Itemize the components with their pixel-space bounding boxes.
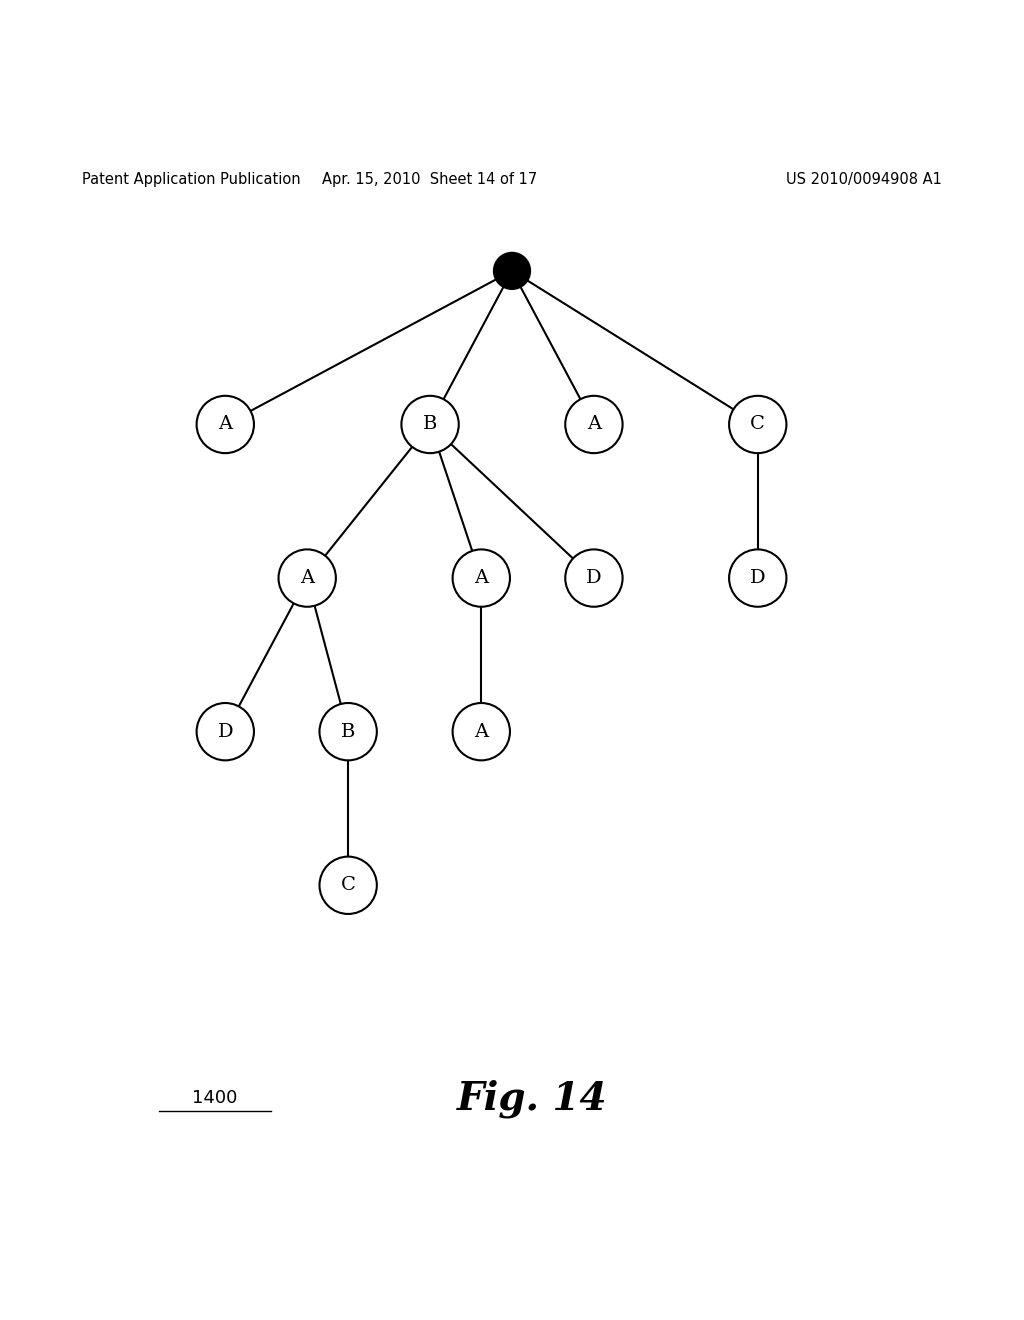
Circle shape (319, 857, 377, 913)
Circle shape (729, 396, 786, 453)
Circle shape (197, 396, 254, 453)
Text: D: D (750, 569, 766, 587)
Circle shape (319, 704, 377, 760)
Text: A: A (218, 416, 232, 433)
Text: C: C (751, 416, 765, 433)
Text: Fig. 14: Fig. 14 (458, 1078, 607, 1118)
Circle shape (453, 549, 510, 607)
Circle shape (565, 549, 623, 607)
Circle shape (565, 396, 623, 453)
Circle shape (729, 549, 786, 607)
Text: C: C (341, 876, 355, 894)
Text: US 2010/0094908 A1: US 2010/0094908 A1 (786, 172, 942, 187)
Text: B: B (341, 722, 355, 741)
Text: 1400: 1400 (193, 1089, 238, 1107)
Text: D: D (217, 722, 233, 741)
Text: A: A (474, 569, 488, 587)
Circle shape (401, 396, 459, 453)
Text: D: D (586, 569, 602, 587)
Text: A: A (474, 722, 488, 741)
Circle shape (197, 704, 254, 760)
Text: Apr. 15, 2010  Sheet 14 of 17: Apr. 15, 2010 Sheet 14 of 17 (323, 172, 538, 187)
Circle shape (279, 549, 336, 607)
Circle shape (453, 704, 510, 760)
Text: Patent Application Publication: Patent Application Publication (82, 172, 301, 187)
Circle shape (494, 252, 530, 289)
Text: B: B (423, 416, 437, 433)
Text: A: A (300, 569, 314, 587)
Text: A: A (587, 416, 601, 433)
